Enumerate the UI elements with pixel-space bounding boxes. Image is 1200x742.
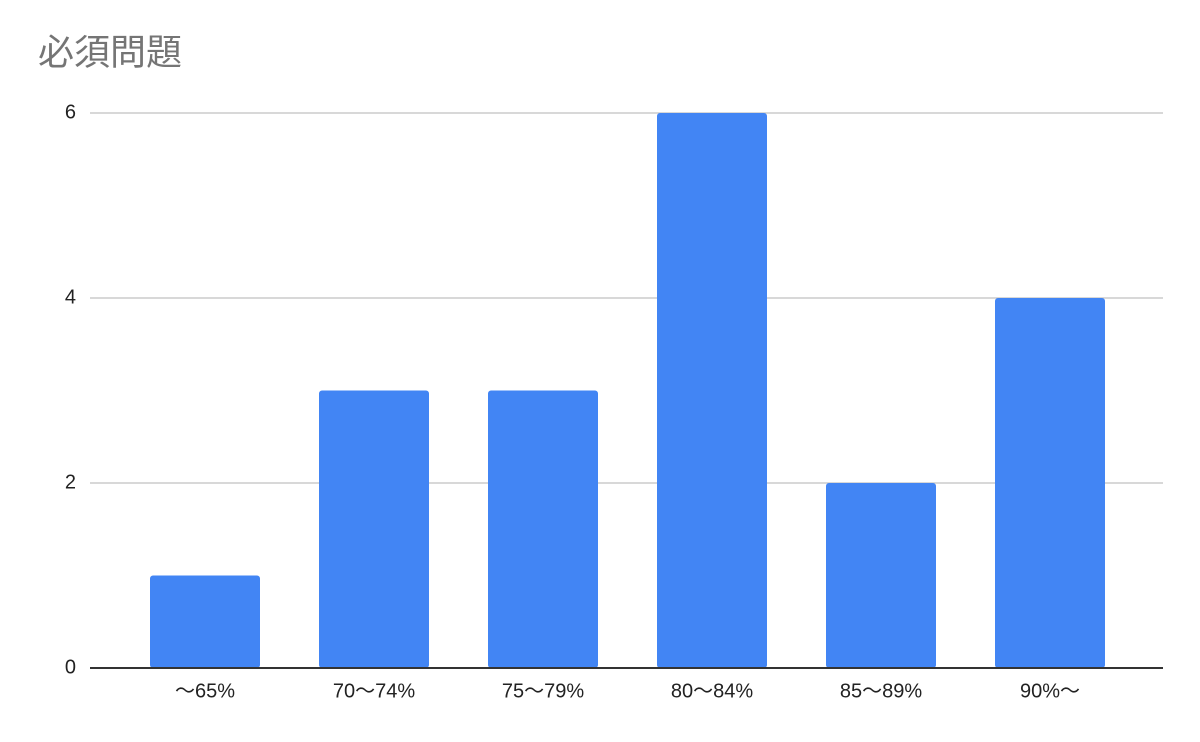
bar — [319, 390, 429, 668]
bar — [826, 483, 936, 668]
chart-title: 必須問題 — [38, 32, 182, 73]
y-tick-label: 0 — [65, 656, 76, 678]
x-tick-label: 90%〜 — [1020, 680, 1080, 702]
x-tick-label: 80〜84% — [671, 680, 753, 702]
bar — [995, 298, 1105, 668]
bar — [657, 113, 767, 668]
y-tick-label: 2 — [65, 471, 76, 493]
x-tick-label: 70〜74% — [333, 680, 415, 702]
bar — [150, 575, 260, 668]
bar — [488, 390, 598, 668]
x-tick-label: 75〜79% — [502, 680, 584, 702]
y-tick-label: 6 — [65, 101, 76, 123]
x-tick-label: 85〜89% — [840, 680, 922, 702]
x-tick-label: 〜65% — [175, 680, 235, 702]
y-tick-label: 4 — [65, 286, 76, 308]
